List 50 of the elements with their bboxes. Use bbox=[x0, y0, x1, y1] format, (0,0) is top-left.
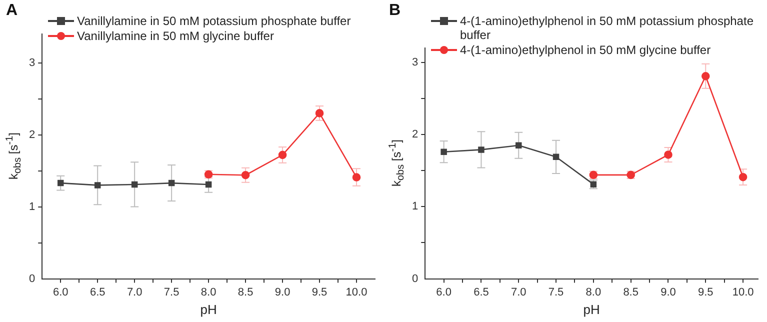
y-tick-label: 3 bbox=[412, 56, 418, 68]
x-tick-label: 6.0 bbox=[436, 286, 452, 298]
x-tick-label: 8.0 bbox=[200, 286, 216, 298]
legend-label: Vanillylamine in 50 mM glycine buffer bbox=[77, 29, 274, 43]
point bbox=[168, 180, 175, 186]
point bbox=[94, 182, 101, 188]
point bbox=[516, 142, 522, 148]
point bbox=[701, 72, 710, 80]
point bbox=[738, 172, 748, 182]
x-tick-label: 9.5 bbox=[312, 286, 328, 298]
x-tick-label: 8.5 bbox=[238, 286, 254, 298]
x-tick-label: 10.0 bbox=[346, 286, 368, 298]
y-tick-label: 3 bbox=[28, 56, 36, 69]
y-tick-label: 1 bbox=[412, 200, 418, 213]
y-tick-label: 2 bbox=[28, 128, 36, 141]
chart-title: A bbox=[6, 2, 18, 20]
x-tick-label: 7.0 bbox=[126, 286, 142, 298]
legend-label: 4-(1-amino)ethylphenol in 50 mM potassium phosphate buffer bbox=[460, 14, 754, 42]
y-tick-label: 2 bbox=[412, 128, 418, 141]
point bbox=[315, 109, 324, 118]
y-tick-label: 0 bbox=[28, 272, 36, 285]
point bbox=[205, 181, 212, 188]
x-tick-label: 9.5 bbox=[698, 286, 714, 298]
point bbox=[552, 154, 560, 160]
x-tick-label: 6.0 bbox=[52, 286, 68, 298]
point bbox=[352, 173, 361, 182]
x-tick-label: 6.5 bbox=[474, 286, 489, 298]
x-axis-title: pH bbox=[200, 302, 217, 317]
x-tick-label: 7.5 bbox=[548, 286, 564, 298]
x-tick-label: 7.5 bbox=[164, 286, 180, 298]
x-tick-label: 6.5 bbox=[90, 286, 106, 298]
legend-label: Vanillylamine in 50 mM potassium phosphate buffer bbox=[77, 14, 351, 28]
x-tick-label: 8.5 bbox=[623, 286, 638, 298]
legend-label: 4-(1-amino)ethylphenol in 50 mM glycine buffer bbox=[460, 43, 711, 57]
point bbox=[478, 146, 484, 153]
point bbox=[278, 150, 287, 160]
y-tick-label: 1 bbox=[28, 200, 36, 213]
x-tick-label: 7.0 bbox=[510, 286, 526, 298]
point bbox=[664, 150, 672, 159]
x-tick-label: 10.0 bbox=[732, 286, 754, 298]
point bbox=[57, 180, 64, 186]
x-axis-title: pH bbox=[583, 302, 600, 317]
x-tick-label: 9.0 bbox=[660, 286, 676, 298]
chart-title: B bbox=[389, 2, 401, 20]
point bbox=[241, 170, 250, 180]
point bbox=[131, 181, 138, 188]
point bbox=[440, 148, 447, 155]
x-tick-label: 8.0 bbox=[586, 286, 602, 298]
x-tick-label: 9.0 bbox=[274, 286, 290, 298]
y-tick-label: 0 bbox=[412, 272, 418, 285]
